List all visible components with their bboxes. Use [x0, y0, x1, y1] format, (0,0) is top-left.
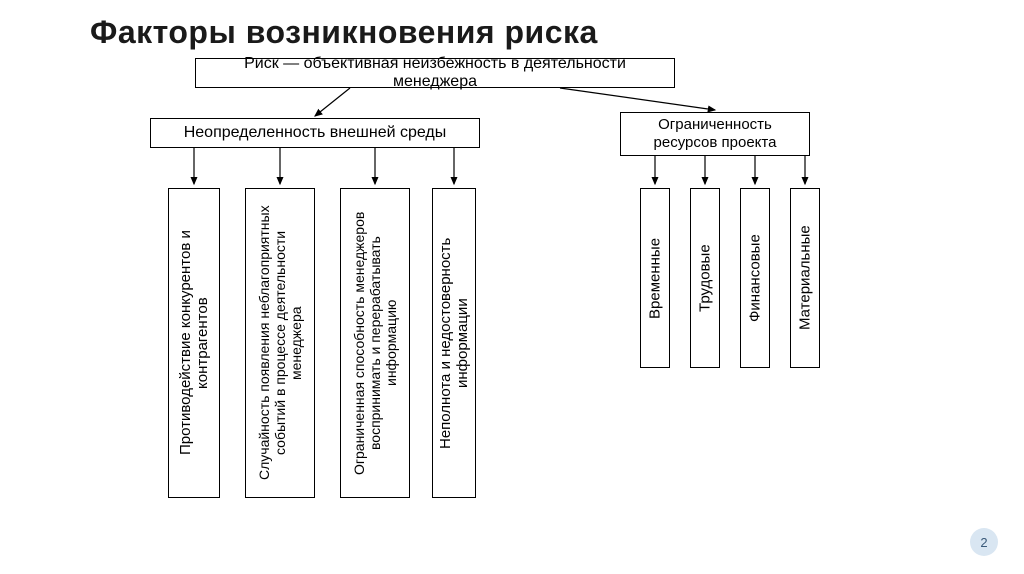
right-child-0: Временные [640, 188, 670, 368]
left-child-3: Неполнота и недостоверность информации [432, 188, 476, 498]
page-number-badge: 2 [970, 528, 998, 556]
left-child-0: Противодействие конкурентов и контрагент… [168, 188, 220, 498]
left-child-2: Ограниченная способность менеджеров восп… [340, 188, 410, 498]
right-child-1: Трудовые [690, 188, 720, 368]
root-box: Риск — объективная неизбежность в деятел… [195, 58, 675, 88]
right-child-2: Финансовые [740, 188, 770, 368]
right-child-3: Материальные [790, 188, 820, 368]
slide-title: Факторы возникновения риска [90, 14, 598, 51]
left-child-1: Случайность появления неблагоприятных со… [245, 188, 315, 498]
branch-right-box: Ограниченность ресурсов проекта [620, 112, 810, 156]
branch-left-box: Неопределенность внешней среды [150, 118, 480, 148]
